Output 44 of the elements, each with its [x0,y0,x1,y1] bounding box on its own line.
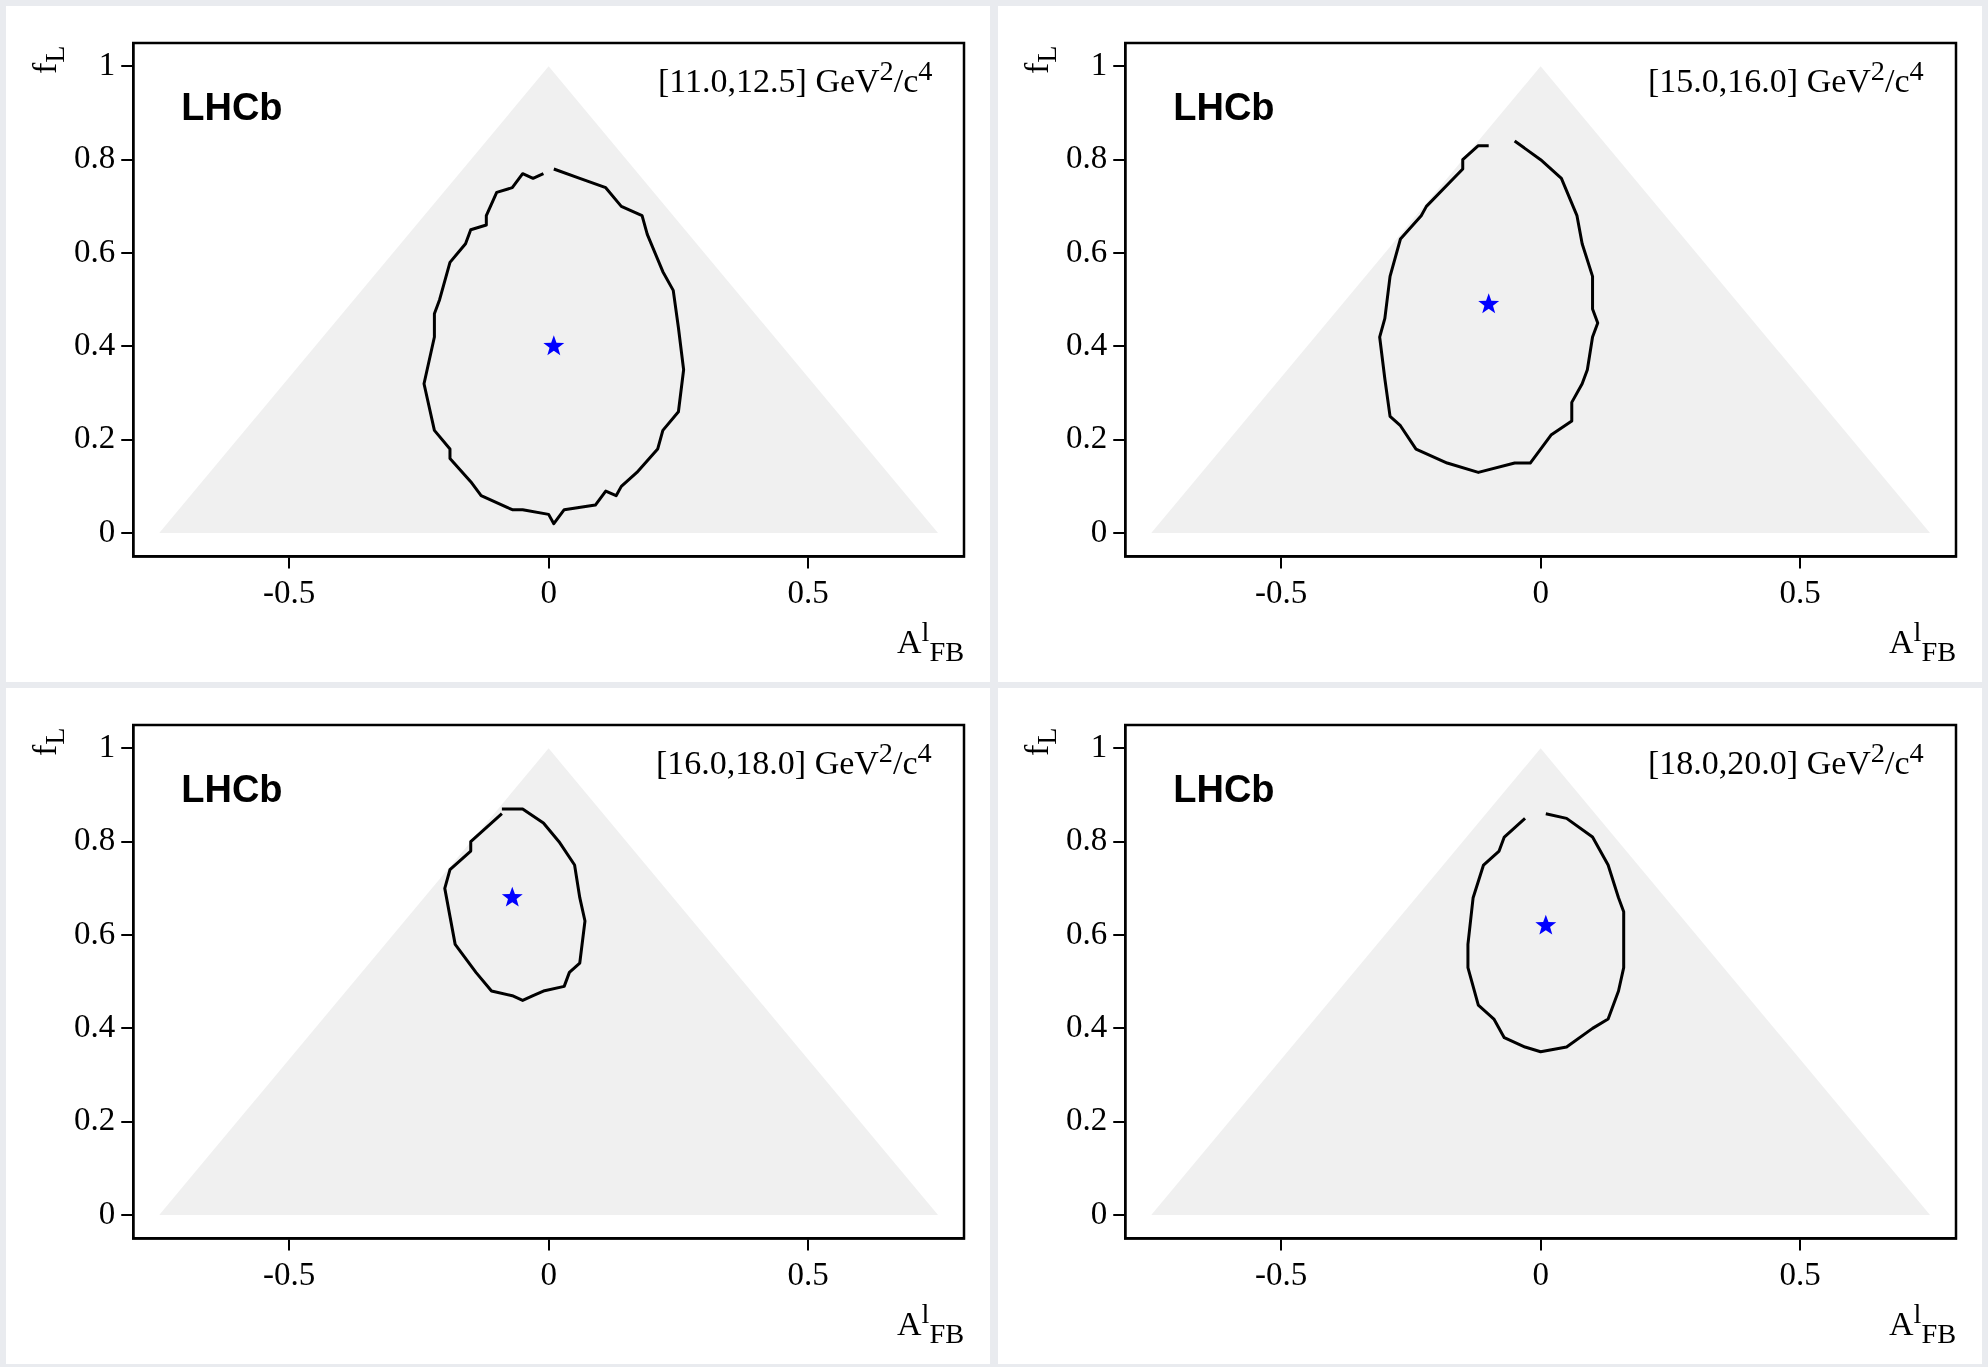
x-tick-label: 0 [1532,1255,1549,1292]
y-tick-label: 0.8 [1066,821,1108,858]
y-tick-label: 0.2 [74,419,116,456]
y-tick-label: 0 [98,1194,116,1231]
y-tick-label: 0.4 [74,326,116,363]
annotation: [18.0,20.0] GeV$^{2}$/c$^{4}$ [1648,737,1924,782]
y-tick-label: 1 [98,46,116,83]
y-tick-label: 1 [1090,46,1108,83]
y-tick-label: 0 [98,512,116,549]
y-tick-label: 0.2 [1066,1101,1108,1138]
x-tick-label: 0.5 [1779,573,1821,610]
annotation: LHCb [181,768,283,810]
y-tick-label: 0.6 [1066,232,1108,269]
y-tick-label: 0.4 [1066,326,1108,363]
annotation: LHCb [1173,768,1275,810]
annotation: [16.0,18.0] GeV$^{2}$/c$^{4}$ [656,737,932,782]
x-tick-label: 0.5 [1779,1255,1821,1292]
x-tick-label: 0.5 [787,573,829,610]
x-tick-label: -0.5 [262,1255,316,1292]
annotation: [11.0,12.5] GeV$^{2}$/c$^{4}$ [658,55,933,100]
y-tick-label: 0.2 [74,1101,116,1138]
x-tick-label: 0 [540,573,557,610]
y-tick-label: 0.4 [74,1008,116,1045]
y-tick-label: 1 [98,728,116,765]
y-tick-label: 0.8 [74,821,116,858]
y-tick-label: 0.6 [1066,914,1108,951]
y-tick-label: 0.6 [74,232,116,269]
x-tick-label: -0.5 [262,573,316,610]
x-tick-label: 0 [540,1255,557,1292]
annotation: LHCb [181,86,283,128]
x-tick-label: -0.5 [1254,573,1308,610]
x-tick-label: 0 [1532,573,1549,610]
annotation: LHCb [1173,86,1275,128]
y-tick-label: 0.8 [74,139,116,176]
y-tick-label: 0.8 [1066,139,1108,176]
y-tick-label: 1 [1090,728,1108,765]
y-tick-label: 0 [1090,1194,1108,1231]
y-tick-label: 0 [1090,512,1108,549]
y-tick-label: 0.4 [1066,1008,1108,1045]
annotation: [15.0,16.0] GeV$^{2}$/c$^{4}$ [1648,55,1924,100]
y-tick-label: 0.2 [1066,419,1108,456]
x-tick-label: 0.5 [787,1255,829,1292]
y-tick-label: 0.6 [74,914,116,951]
x-tick-label: -0.5 [1254,1255,1308,1292]
